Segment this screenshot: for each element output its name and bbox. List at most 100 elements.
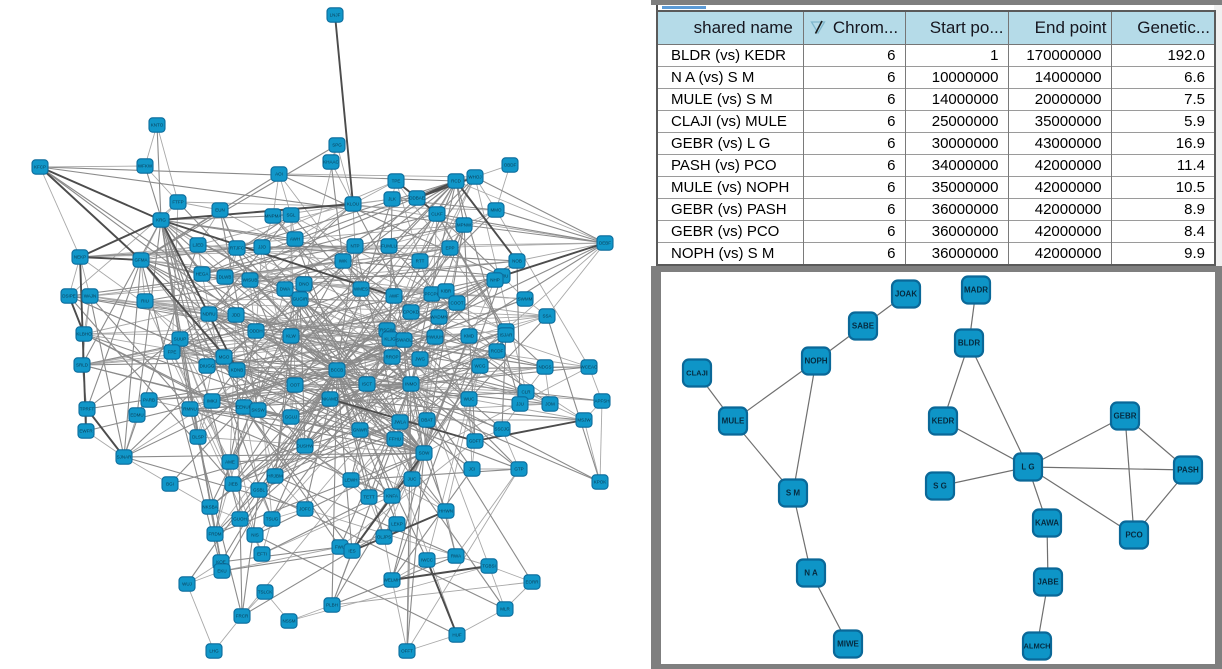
svg-text:NEKP: NEKP: [74, 255, 86, 260]
svg-text:MIWE: MIWE: [837, 640, 859, 649]
svg-text:DNO: DNO: [299, 282, 309, 287]
svg-text:KEDR: KEDR: [932, 417, 955, 426]
svg-text:GSBL: GSBL: [253, 488, 266, 493]
svg-text:CLAJI: CLAJI: [686, 369, 708, 378]
svg-text:GUGIR: GUGIR: [293, 297, 309, 302]
svg-text:TETT: TETT: [363, 495, 374, 500]
svg-text:TGBSI: TGBSI: [482, 564, 496, 569]
svg-text:TSUG: TSUG: [266, 517, 279, 522]
svg-text:HWUUH: HWUUH: [426, 335, 443, 340]
svg-text:KNTO: KNTO: [151, 123, 164, 128]
svg-text:ALMCH: ALMCH: [1023, 642, 1050, 651]
svg-text:PFCPK: PFCPK: [424, 292, 439, 297]
svg-text:SJNAR: SJNAR: [117, 455, 133, 460]
svg-text:NKAMD: NKAMD: [322, 397, 339, 402]
svg-text:MSJW: MSJW: [577, 418, 591, 423]
svg-text:JOAK: JOAK: [895, 290, 917, 299]
svg-text:OBDF: OBDF: [504, 163, 517, 168]
svg-text:PASH: PASH: [1177, 466, 1199, 475]
svg-text:JABE: JABE: [1037, 578, 1059, 587]
svg-text:GEBR: GEBR: [1113, 412, 1136, 421]
svg-text:RSGW: RSGW: [380, 328, 395, 333]
svg-text:KOE: KOE: [216, 560, 226, 565]
svg-text:FRDM: FRDM: [209, 532, 222, 537]
svg-text:DLSP: DLSP: [192, 435, 204, 440]
svg-text:TPE: TPE: [392, 179, 401, 184]
svg-text:SOW: SOW: [419, 451, 431, 456]
svg-text:DDBAE: DDBAE: [409, 196, 425, 201]
svg-text:IMKJ: IMKJ: [207, 399, 217, 404]
svg-text:NIS: NIS: [251, 533, 259, 538]
svg-text:WADMN: WADMN: [430, 315, 447, 320]
svg-text:INMO: INMO: [405, 382, 417, 387]
svg-text:CLKF: CLKF: [431, 212, 443, 217]
svg-text:SWADL: SWADL: [396, 338, 412, 343]
svg-text:SPG: SPG: [332, 143, 342, 148]
svg-text:NHP: NHP: [490, 278, 500, 283]
svg-text:LEKP: LEKP: [391, 522, 403, 527]
svg-text:LNJF: LNJF: [330, 13, 341, 18]
svg-text:MLR: MLR: [500, 607, 510, 612]
svg-text:HRJBM: HRJBM: [267, 474, 283, 479]
svg-text:OFFT: OFFT: [401, 649, 413, 654]
svg-text:WELMH: WELMH: [384, 578, 401, 583]
svg-text:BCCB: BCCB: [331, 368, 344, 373]
svg-text:RROP: RROP: [385, 355, 398, 360]
svg-text:DEBF: DEBF: [599, 241, 611, 246]
svg-text:FRCR: FRCR: [236, 614, 249, 619]
svg-text:KPOK: KPOK: [594, 480, 607, 485]
svg-text:KAWA: KAWA: [1035, 519, 1059, 528]
svg-text:COOT: COOT: [451, 301, 464, 306]
svg-text:FPE: FPE: [168, 350, 177, 355]
svg-text:DIUGG: DIUGG: [200, 364, 215, 369]
svg-text:GDFT: GDFT: [469, 439, 481, 444]
svg-text:OOT: OOT: [290, 383, 300, 388]
svg-text:SSCJG: SSCJG: [494, 427, 510, 432]
svg-text:OLJPS: OLJPS: [377, 535, 391, 540]
svg-text:IES: IES: [348, 549, 355, 554]
svg-text:RTT: RTT: [416, 259, 425, 264]
svg-text:RMNU: RMNU: [183, 407, 197, 412]
svg-text:NDGS: NDGS: [538, 365, 551, 370]
svg-text:PARB: PARB: [143, 398, 155, 403]
svg-text:JDD: JDD: [232, 313, 241, 318]
svg-text:EENUR: EENUR: [236, 405, 253, 410]
svg-text:SKSW: SKSW: [251, 408, 265, 413]
svg-text:JJO: JJO: [258, 245, 267, 250]
svg-text:JUC: JUC: [408, 477, 417, 482]
svg-text:FFHU: FFHU: [389, 437, 401, 442]
svg-text:DUSHW: DUSHW: [297, 444, 315, 449]
svg-text:EORR: EORR: [525, 580, 539, 585]
svg-text:SABE: SABE: [852, 322, 875, 331]
svg-text:MMO: MMO: [491, 208, 502, 213]
svg-text:RTJFC: RTJFC: [230, 246, 245, 251]
svg-text:WUJ: WUJ: [182, 582, 192, 587]
svg-text:WMES: WMES: [354, 287, 368, 292]
svg-text:EUN: EUN: [215, 208, 225, 213]
svg-text:DSIPE: DSIPE: [62, 294, 76, 299]
svg-text:WHOJ: WHOJ: [468, 175, 481, 180]
svg-text:KLBHO: KLBHO: [76, 332, 92, 337]
svg-text:SSA: SSA: [542, 314, 551, 319]
svg-text:BGI: BGI: [166, 482, 174, 487]
svg-text:JWG: JWG: [415, 357, 425, 362]
svg-text:APFSH: APFSH: [594, 399, 609, 404]
svg-text:EFTI: EFTI: [257, 552, 267, 557]
svg-text:MGO: MGO: [219, 355, 230, 360]
svg-text:RCDF: RCDF: [491, 349, 504, 354]
svg-text:NDRU: NDRU: [203, 312, 216, 317]
svg-text:MULE: MULE: [722, 417, 745, 426]
svg-text:RWA: RWA: [451, 554, 461, 559]
svg-text:JOM: JOM: [545, 402, 555, 407]
svg-text:EDMU: EDMU: [130, 413, 143, 418]
svg-text:KNFA: KNFA: [386, 494, 398, 499]
svg-text:PLBH: PLBH: [326, 603, 338, 608]
svg-text:AWF: AWF: [389, 294, 399, 299]
svg-text:GNWR: GNWR: [353, 428, 368, 433]
svg-text:HUF: HUF: [452, 633, 461, 638]
svg-text:JOFC: JOFC: [299, 507, 311, 512]
svg-text:RIU: RIU: [141, 299, 149, 304]
svg-text:LHG: LHG: [209, 649, 219, 654]
svg-text:JIEB: JIEB: [228, 482, 238, 487]
svg-text:NSSM: NSSM: [282, 619, 295, 624]
